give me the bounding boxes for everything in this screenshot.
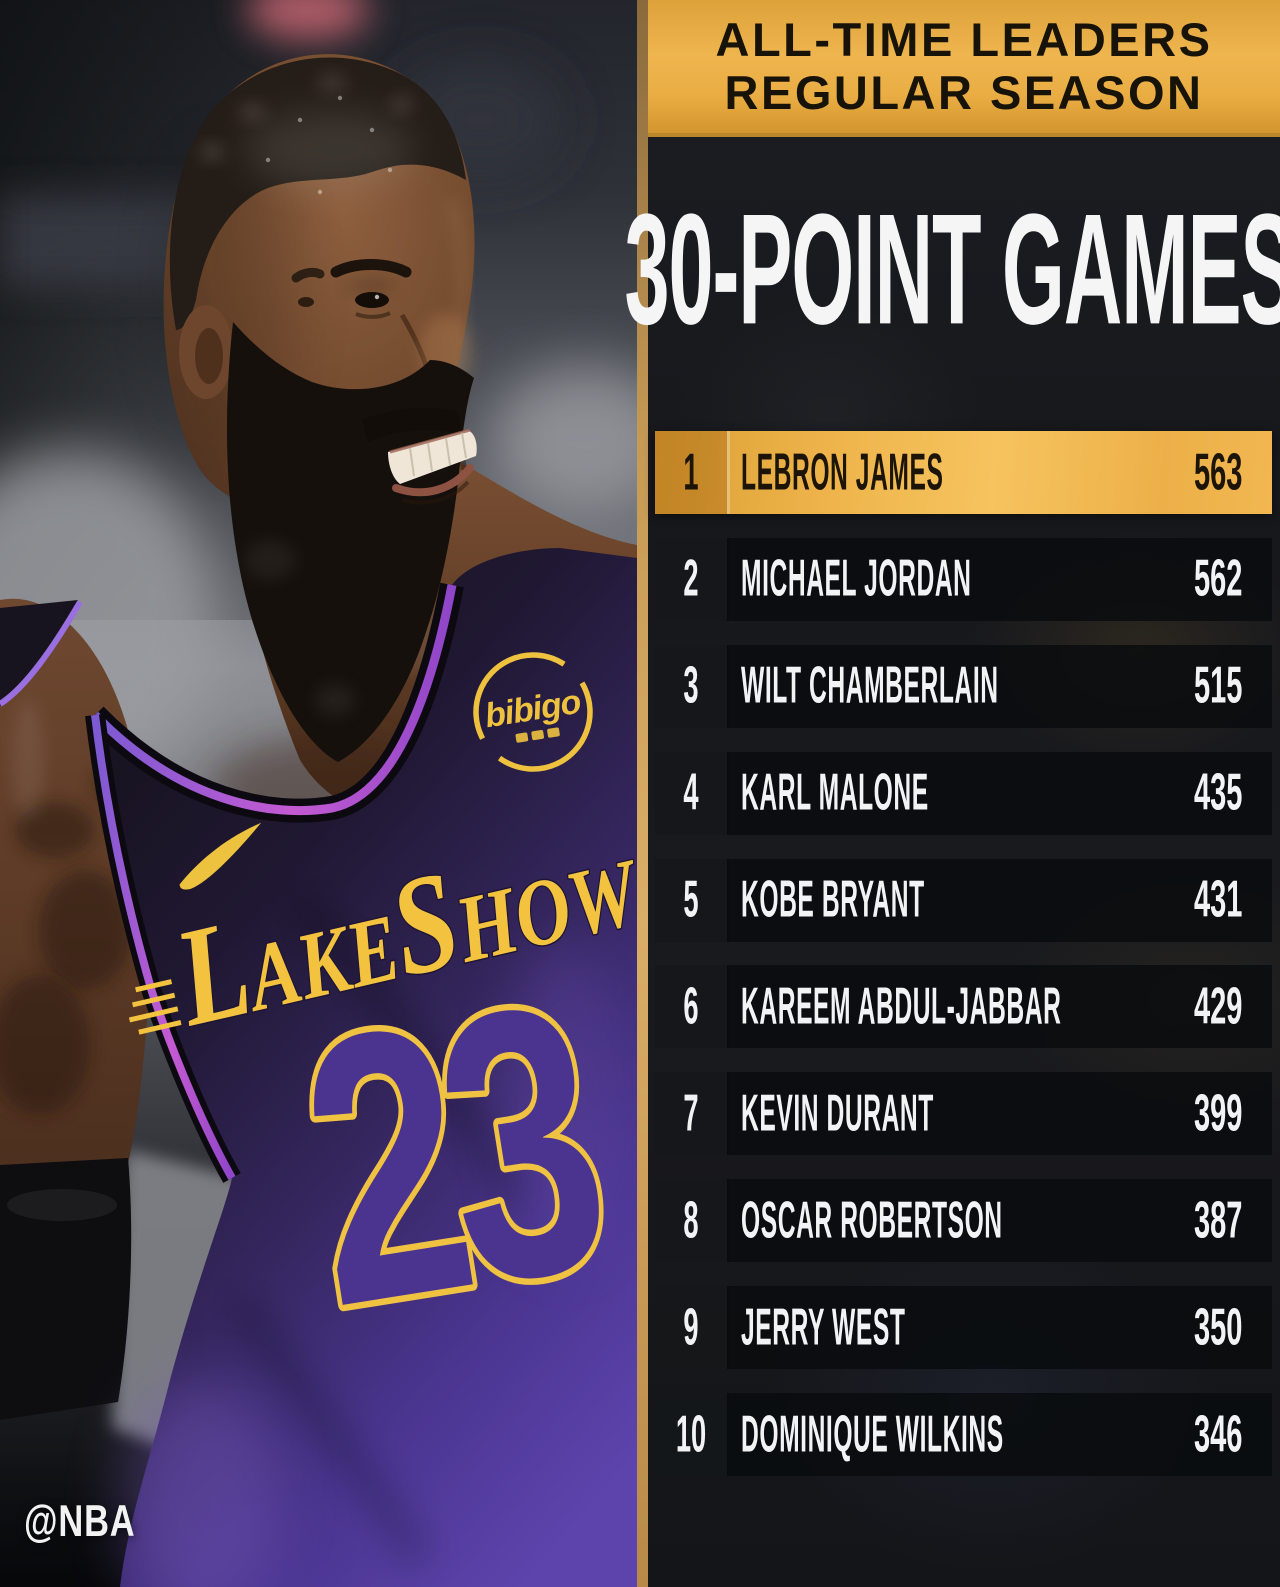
rank-cell <box>655 965 729 1049</box>
stat-value: 429 <box>1193 977 1242 1036</box>
rank-cell <box>655 431 730 514</box>
nba-watermark: @NBA <box>24 1496 136 1546</box>
rank-cell <box>655 1072 729 1156</box>
rank: 8 <box>683 1191 699 1250</box>
player-name: WILT CHAMBERLAIN <box>741 656 999 715</box>
rank: 4 <box>683 763 699 822</box>
rank-cell <box>655 1393 729 1477</box>
rank: 1 <box>683 443 699 501</box>
stat-value: 515 <box>1193 656 1242 715</box>
stat-value: 350 <box>1193 1298 1242 1356</box>
stat-value: 346 <box>1193 1405 1242 1463</box>
leaderboard-row: 7 KEVIN DURANT 399 <box>655 1072 1272 1156</box>
leaderboard-panel: ALL-TIME LEADERS REGULAR SEASON 30-POINT… <box>624 0 1280 1587</box>
stat-value: 435 <box>1193 763 1242 822</box>
rank-cell <box>655 644 729 728</box>
player-name: KEVIN DURANT <box>741 1084 934 1143</box>
leaderboard-row: 9 JERRY WEST 350 <box>655 1286 1272 1370</box>
rank: 3 <box>683 656 699 715</box>
rank: 2 <box>683 549 699 608</box>
stat-value: 563 <box>1193 443 1242 501</box>
player-name: MICHAEL JORDAN <box>741 549 972 608</box>
sponsor-patch-subtext <box>515 727 560 743</box>
floor-gap <box>112 1150 250 1455</box>
rank: 6 <box>683 977 699 1036</box>
player-name: KOBE BRYANT <box>741 870 925 929</box>
leaderboard-row: 4 KARL MALONE 435 <box>655 751 1272 835</box>
stat-value: 399 <box>1193 1084 1242 1143</box>
player-name: JERRY WEST <box>741 1298 906 1356</box>
player-name: KARL MALONE <box>741 763 929 822</box>
bibigo-patch-icon: bibigo <box>473 652 593 772</box>
leaderboard-row: 10 DOMINIQUE WILKINS 346 <box>655 1393 1272 1477</box>
player-name: DOMINIQUE WILKINS <box>741 1405 1004 1463</box>
player-name: OSCAR ROBERTSON <box>741 1191 1003 1250</box>
leaderboard: 1 LEBRON JAMES 563 2 MICHAEL JORDAN 5 6 2 … <box>655 431 1272 1477</box>
lebron-head <box>160 54 477 762</box>
player-name: LEBRON JAMES <box>741 443 944 501</box>
gold-border-strip <box>637 0 648 1587</box>
leaderboard-row: 8 OSCAR ROBERTSON 387 <box>655 1179 1272 1263</box>
rank: 9 <box>683 1298 699 1356</box>
leaderboard-row: 5 KOBE BRYANT 431 <box>655 858 1272 942</box>
banner-line-2: REGULAR SEASON <box>724 65 1204 119</box>
rank-cell <box>655 1179 729 1263</box>
stat-value: 431 <box>1193 870 1242 929</box>
leaderboard-row: 2 MICHAEL JORDAN 562 <box>655 537 1272 621</box>
eye <box>355 292 389 308</box>
rank: 5 <box>683 870 699 929</box>
page-title: 30-POINT GAMES <box>624 180 1280 357</box>
beard <box>226 322 474 762</box>
rank-cell <box>655 751 729 835</box>
lebron-figure: bibigo LAKESHO <box>0 54 637 1587</box>
leaderboard-row: 3 WILT CHAMBERLAIN 515 <box>655 644 1272 728</box>
lebron-photo-illustration: bibigo LAKESHO <box>0 0 637 1587</box>
arm-sleeve <box>0 1158 132 1420</box>
rank: 7 <box>683 1084 699 1143</box>
jersey-strap <box>0 600 78 706</box>
smile-teeth <box>388 430 477 484</box>
leaderboard-row: 6 KAREEM ABDUL-JABBAR 429 <box>655 965 1272 1049</box>
lebron-photo: bibigo LAKESHO <box>0 0 637 1587</box>
stat-value: 562 <box>1193 549 1242 608</box>
header-banner: ALL-TIME LEADERS REGULAR SEASON <box>648 0 1280 137</box>
rank: 10 <box>675 1405 707 1463</box>
rank-cell <box>655 1286 729 1370</box>
nike-swoosh-icon <box>179 822 262 890</box>
jersey-trim <box>85 582 464 1183</box>
rank-cell <box>655 858 729 942</box>
banner-line-1: ALL-TIME LEADERS <box>715 12 1213 66</box>
player-name: KAREEM ABDUL-JABBAR <box>741 977 1062 1036</box>
leaderboard-row: 1 LEBRON JAMES 563 <box>655 431 1272 514</box>
stat-value: 387 <box>1193 1191 1242 1250</box>
rank-cell <box>655 537 729 621</box>
